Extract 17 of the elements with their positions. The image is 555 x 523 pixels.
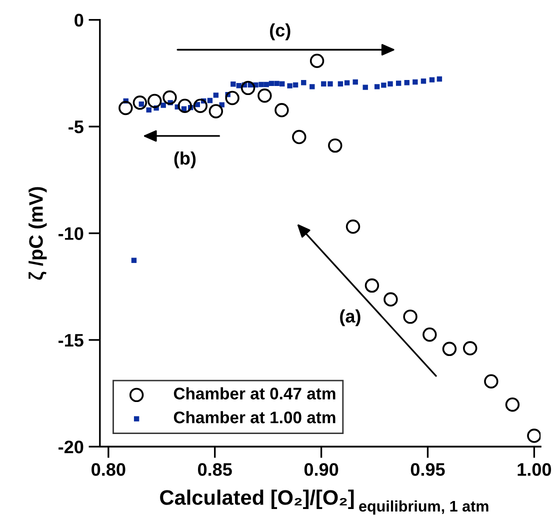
y-tick-label: -10 — [58, 227, 84, 240]
x-axis-title: Calculated [O₂]/[O₂]equilibrium, 1 atm — [160, 490, 488, 515]
annotation: (b) — [174, 151, 196, 168]
x-tick-label: 0.80 — [92, 463, 126, 476]
legend-label: Chamber at 0.47 atm — [174, 387, 336, 400]
y-tick-label: -15 — [58, 334, 84, 347]
annotation: (c) — [270, 23, 290, 40]
legend-label: Chamber at 1.00 atm — [174, 411, 336, 424]
x-tick-label: 0.90 — [304, 463, 338, 476]
x-tick-label: 1.00 — [518, 463, 552, 476]
x-tick-label: 0.95 — [410, 463, 445, 476]
y-tick-label: -5 — [68, 120, 84, 134]
annotation: (a) — [340, 309, 360, 326]
y-tick-label: 0 — [74, 14, 84, 27]
x-tick-label: 0.85 — [198, 463, 232, 476]
y-axis-title: ζ /pC (mV) — [28, 187, 47, 280]
y-tick-label: -20 — [58, 440, 84, 454]
